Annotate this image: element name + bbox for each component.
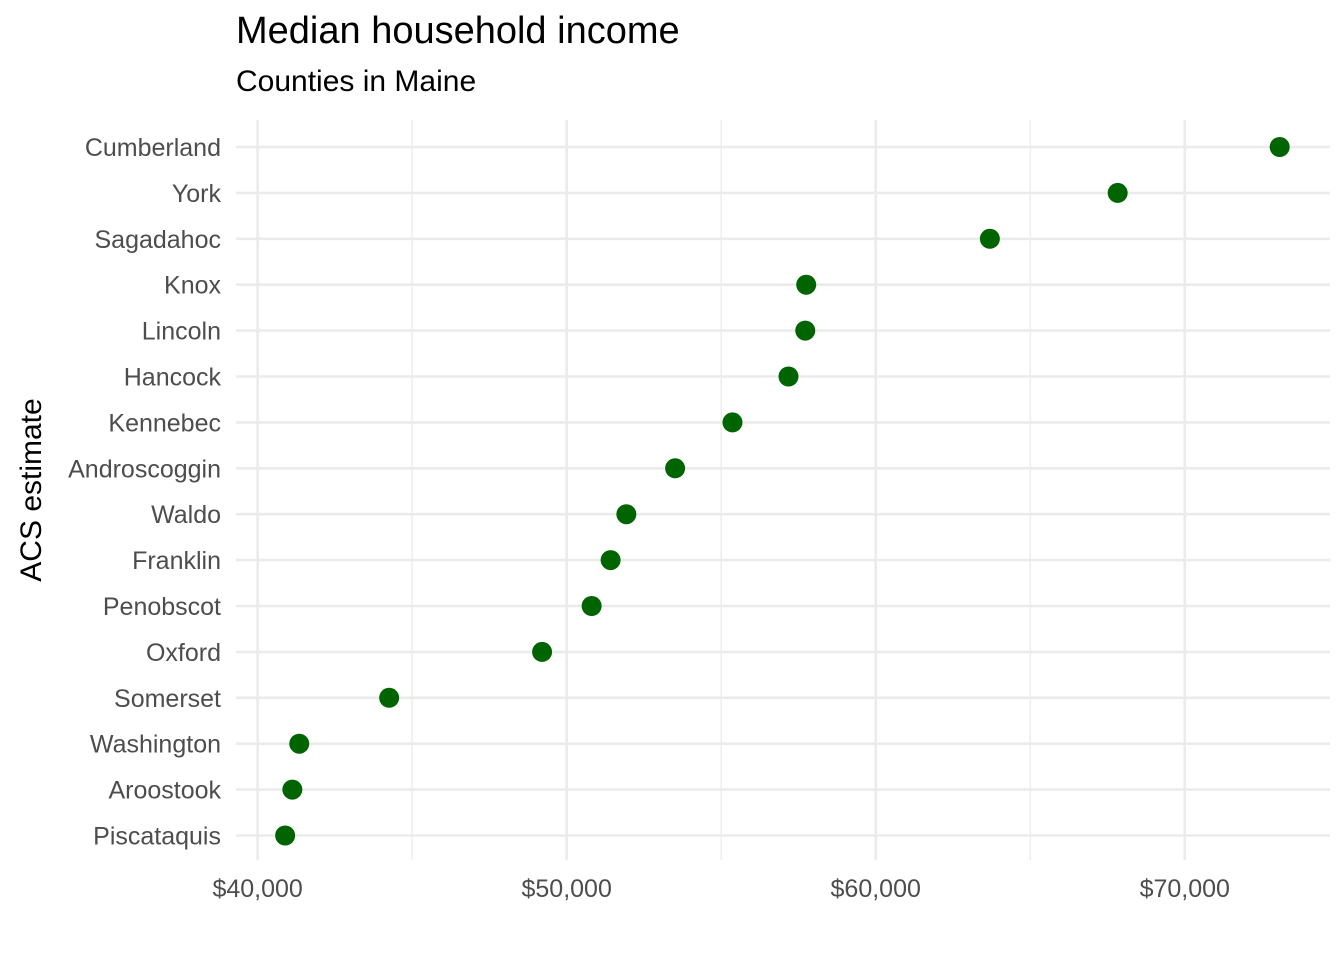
grid-layer (236, 120, 1330, 860)
data-points (275, 137, 1290, 846)
x-tick-label: $60,000 (831, 875, 921, 903)
y-tick-label: Hancock (124, 364, 222, 392)
chart-subtitle: Counties in Maine (236, 65, 477, 98)
y-tick-label: Piscataquis (93, 823, 221, 851)
x-tick-label: $50,000 (521, 875, 611, 903)
x-tick-label: $40,000 (212, 875, 302, 903)
y-tick-label: Cumberland (85, 134, 221, 162)
data-point-franklin (600, 550, 621, 571)
data-point-hancock (778, 366, 799, 387)
data-point-oxford (532, 641, 553, 662)
data-point-aroostook (282, 779, 303, 800)
y-tick-label: Waldo (151, 501, 221, 529)
y-tick-label: Kennebec (108, 409, 221, 437)
x-tick-label: $70,000 (1140, 875, 1230, 903)
y-tick-label: Oxford (146, 639, 221, 667)
data-point-york (1107, 182, 1128, 203)
y-tick-label: Somerset (114, 685, 221, 713)
data-point-lincoln (795, 320, 816, 341)
data-point-knox (796, 274, 817, 295)
y-axis-label: ACS estimate (15, 398, 48, 581)
y-tick-label: Lincoln (142, 318, 221, 346)
data-point-androscoggin (665, 458, 686, 479)
y-tick-label: York (172, 180, 222, 208)
y-tick-label: Penobscot (103, 593, 221, 621)
data-point-somerset (379, 687, 400, 708)
data-point-sagadahoc (979, 228, 1000, 249)
x-tick-labels: $40,000 $50,000 $60,000 $70,000 (212, 875, 1229, 903)
data-point-piscataquis (275, 825, 296, 846)
y-tick-label: Knox (164, 272, 221, 300)
data-point-washington (289, 733, 310, 754)
y-tick-label: Franklin (132, 547, 221, 575)
y-tick-labels: Cumberland York Sagadahoc Knox Lincoln Hancoc… (68, 134, 221, 851)
y-tick-label: Aroostook (108, 777, 221, 805)
y-tick-label: Androscoggin (68, 455, 221, 483)
y-tick-label: Washington (90, 731, 221, 759)
data-point-kennebec (722, 412, 743, 433)
data-point-penobscot (581, 596, 602, 616)
y-tick-label: Sagadahoc (94, 226, 221, 254)
chart-title: Median household income (236, 10, 680, 52)
data-point-cumberland (1269, 137, 1290, 157)
data-point-waldo (616, 504, 637, 525)
